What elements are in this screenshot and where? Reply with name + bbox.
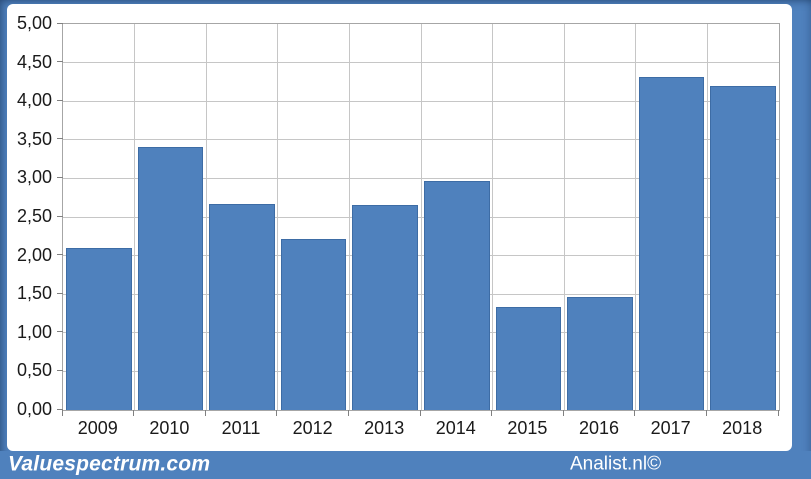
- x-axis-label: 2016: [578, 418, 619, 438]
- gridline-vertical: [134, 24, 136, 410]
- y-axis-tick: [57, 99, 63, 101]
- x-axis-label: 2013: [364, 418, 405, 438]
- x-axis-label: 2011: [221, 418, 261, 438]
- bar-2015: [495, 307, 562, 410]
- y-axis-label: 2,50: [16, 206, 52, 226]
- bar-2009: [66, 247, 132, 410]
- footer-bar: Valuespectrum.com Analist.nl©: [0, 451, 811, 479]
- x-axis-label: 2010: [149, 418, 190, 438]
- y-axis-tick: [57, 138, 63, 140]
- y-axis-tick: [57, 22, 63, 24]
- bar-2011: [209, 203, 275, 410]
- y-axis-label: 5,00: [16, 13, 52, 33]
- x-axis-label: 2015: [507, 418, 548, 438]
- x-axis-tick: [133, 410, 135, 416]
- gridline-vertical: [492, 24, 494, 410]
- gridline-vertical: [277, 24, 279, 410]
- y-axis-label: 2,00: [16, 244, 52, 265]
- x-axis-tick: [276, 410, 278, 416]
- y-axis-label: 3,00: [16, 167, 52, 188]
- y-axis-tick: [57, 61, 63, 63]
- x-axis-tick: [777, 410, 779, 416]
- x-axis-label: 2012: [292, 418, 333, 438]
- x-axis-tick: [491, 410, 493, 416]
- gridline-vertical: [563, 24, 565, 410]
- y-axis-tick: [57, 331, 63, 333]
- footer-brand: Valuespectrum.com: [8, 452, 211, 476]
- y-axis-label: 3,50: [16, 128, 52, 149]
- x-axis-tick: [634, 410, 636, 416]
- y-axis-label: 4,00: [16, 90, 52, 111]
- bar-2016: [567, 296, 633, 410]
- x-axis-label: 2009: [77, 418, 118, 438]
- y-axis-label: 0,50: [16, 360, 52, 381]
- gridline-vertical: [706, 24, 708, 410]
- bar-2012: [280, 239, 347, 410]
- x-axis-tick: [419, 410, 421, 416]
- gridline-vertical: [420, 24, 422, 410]
- x-axis-tick: [61, 410, 63, 416]
- y-axis-label: 0,00: [16, 399, 52, 419]
- gridline-vertical: [205, 24, 207, 410]
- x-axis-label: 2018: [722, 418, 763, 438]
- bar-2010: [137, 146, 204, 410]
- y-axis-tick: [57, 176, 63, 178]
- y-axis-label: 1,50: [16, 283, 52, 304]
- x-axis-label: 2014: [435, 418, 476, 438]
- gridline-vertical: [635, 24, 637, 410]
- bar-2017: [638, 76, 705, 410]
- bar-2014: [424, 180, 490, 410]
- bar-2013: [352, 204, 418, 410]
- x-axis-label: 2017: [650, 418, 691, 438]
- x-axis-tick: [562, 410, 564, 416]
- bar-2018: [710, 85, 776, 410]
- x-axis-tick: [705, 410, 707, 416]
- y-axis-label: 1,00: [16, 321, 52, 342]
- x-axis-tick: [204, 410, 206, 416]
- chart-card: 5,00 4,50 4,00 3,50 3,00 2,50 2,00 1,50 1,00 0,50…: [7, 4, 792, 451]
- x-axis-tick: [347, 410, 349, 416]
- plot-area: [62, 23, 780, 411]
- y-axis-tick: [57, 254, 63, 256]
- gridline-vertical: [348, 24, 350, 410]
- y-axis-label: 4,50: [16, 51, 52, 72]
- y-axis-tick: [57, 369, 63, 371]
- y-axis-tick: [57, 408, 63, 410]
- y-axis-tick: [57, 215, 63, 217]
- y-axis-tick: [57, 292, 63, 294]
- footer-credit: Analist.nl©: [570, 453, 662, 475]
